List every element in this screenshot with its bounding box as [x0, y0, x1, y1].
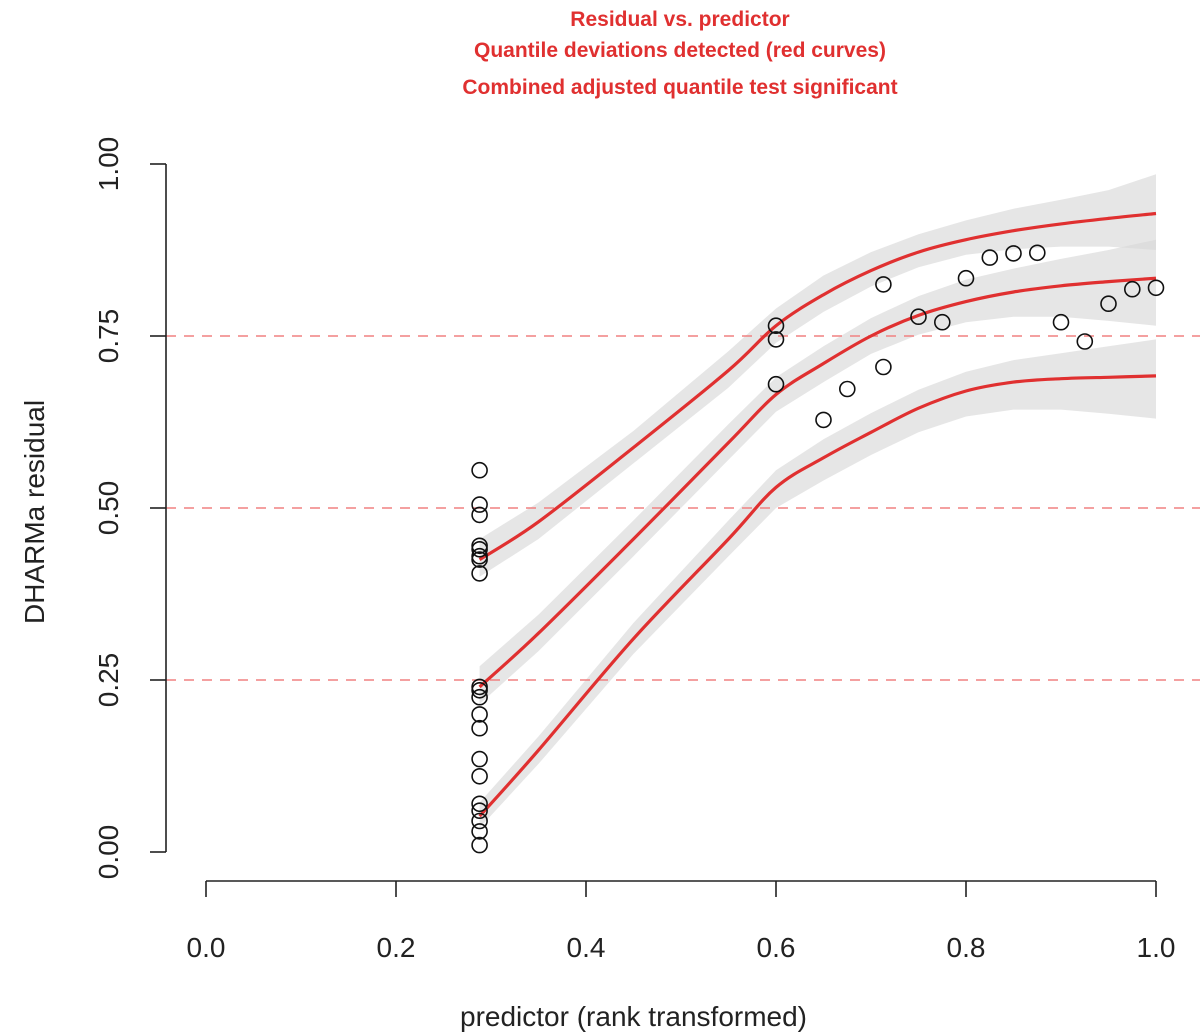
residual-point [1100, 295, 1117, 313]
y-tick-label: 0.50 [93, 481, 124, 536]
residual-point [1029, 244, 1046, 262]
residual-point [471, 551, 488, 568]
residual-point [1076, 333, 1094, 350]
x-axis: 0.0 0.2 0.4 0.6 0.8 1.0 [187, 880, 1176, 963]
confidence-band-2 [479, 239, 1157, 705]
x-tick-label: 0.8 [947, 932, 986, 963]
residual-point [471, 496, 488, 513]
title-line-1: Residual vs. predictor [570, 8, 789, 31]
confidence-bands [479, 174, 1157, 828]
x-tick-label: 0.4 [567, 932, 606, 963]
residual-point [471, 812, 488, 830]
y-tick-label: 1.00 [93, 137, 124, 192]
residual-point [1052, 313, 1070, 331]
y-tick-label: 0.25 [93, 653, 124, 708]
quantile-curve-1 [478, 211, 1157, 561]
residual-point [1147, 279, 1165, 297]
x-tick-label: 0.0 [187, 932, 226, 963]
confidence-band-1 [479, 174, 1157, 577]
x-tick-label: 0.2 [377, 932, 416, 963]
y-axis: 0.00 0.25 0.50 0.75 1.00 [93, 137, 167, 880]
y-tick-label: 0.00 [93, 825, 124, 880]
residual-point [471, 802, 488, 820]
confidence-band-3 [479, 339, 1157, 828]
quantile-curve-3 [478, 374, 1157, 818]
chart-title: Residual vs. predictor Quantile deviatio… [462, 8, 897, 99]
residual-point [471, 681, 488, 699]
residual-point [471, 750, 488, 768]
residual-point [471, 823, 488, 840]
y-tick-label: 0.75 [93, 309, 124, 364]
title-line-2: Quantile deviations detected (red curves… [474, 39, 886, 62]
residual-point [471, 540, 488, 558]
x-tick-label: 1.0 [1137, 932, 1176, 963]
y-axis-title: DHARMa residual [19, 400, 50, 624]
residual-point [767, 375, 785, 393]
residual-point [910, 308, 927, 326]
quantile-curves [478, 211, 1157, 818]
residual-point [471, 506, 488, 524]
residual-point [815, 411, 832, 429]
residual-point [767, 317, 785, 335]
quantile-curve-2 [478, 276, 1157, 689]
x-axis-title: predictor (rank transformed) [460, 1001, 807, 1032]
residual-point [471, 706, 488, 723]
residual-point [471, 565, 488, 582]
residual-point [1124, 280, 1141, 298]
residual-point [838, 380, 856, 398]
residual-point [471, 719, 488, 737]
residual-point [471, 688, 488, 706]
residual-point [875, 358, 892, 376]
residual-point [471, 795, 488, 813]
residual-point [767, 331, 785, 348]
residual-point [933, 313, 951, 331]
residual-point [471, 461, 488, 479]
residual-points [471, 244, 1165, 854]
residual-point [471, 836, 488, 854]
residual-point [957, 269, 975, 287]
residual-point [875, 276, 892, 293]
residual-point [1005, 245, 1022, 262]
x-tick-label: 0.6 [757, 932, 796, 963]
title-line-3: Combined adjusted quantile test signific… [462, 76, 897, 99]
residual-point [981, 249, 999, 266]
residual-point [471, 767, 488, 785]
